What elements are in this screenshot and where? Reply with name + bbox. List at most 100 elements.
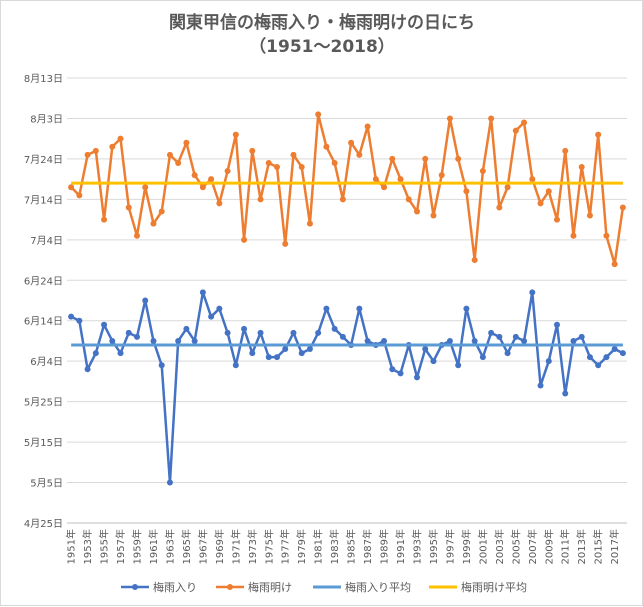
data-point [323, 305, 330, 312]
y-tick-label: 5月5日 [30, 478, 63, 490]
data-point [356, 151, 363, 158]
data-point [389, 366, 396, 373]
x-tick-label: 1955年 [98, 529, 111, 564]
data-point [488, 115, 495, 122]
data-point [364, 337, 371, 344]
data-point [331, 159, 338, 166]
data-point [323, 143, 330, 150]
data-point [570, 337, 577, 344]
data-point [76, 317, 83, 324]
x-tick-label: 2017年 [608, 529, 621, 564]
data-point [84, 151, 91, 158]
data-point [298, 164, 305, 170]
data-point [496, 204, 503, 211]
data-point [521, 337, 528, 344]
data-point [158, 208, 165, 215]
gridlines [67, 77, 627, 524]
x-tick-label: 1965年 [180, 529, 193, 564]
y-tick-label: 6月4日 [30, 356, 63, 368]
x-tick-label: 1953年 [81, 529, 94, 564]
data-point [397, 370, 404, 377]
legend-item: 梅雨明け平均 [429, 580, 527, 594]
data-point [611, 346, 618, 353]
data-point [512, 333, 519, 340]
data-point [479, 168, 486, 175]
data-point [595, 131, 602, 138]
y-tick-label: 7月4日 [30, 235, 63, 247]
y-tick-label: 6月14日 [24, 316, 63, 328]
legend-marker [227, 584, 233, 590]
data-point [257, 329, 264, 336]
legend-label: 梅雨明け平均 [461, 580, 527, 594]
series-line [70, 113, 625, 266]
data-point [274, 354, 280, 361]
y-tick-label: 8月13日 [24, 73, 63, 85]
data-point [117, 350, 124, 357]
data-point [265, 159, 272, 166]
data-point [570, 232, 577, 239]
y-tick-label: 5月25日 [24, 397, 63, 409]
data-point [422, 346, 429, 353]
data-point [422, 155, 429, 162]
data-point [446, 337, 453, 344]
x-tick-label: 1993年 [411, 529, 424, 564]
legend-item: 梅雨明け [216, 580, 292, 594]
data-point [348, 139, 355, 146]
data-point [249, 147, 256, 154]
data-point [68, 313, 75, 320]
data-point [479, 354, 486, 361]
data-point [274, 164, 280, 170]
data-point [298, 350, 305, 357]
data-point [414, 374, 420, 381]
data-point [595, 362, 602, 369]
data-point [381, 184, 388, 191]
x-tick-label: 1991年 [394, 529, 407, 564]
data-point [496, 333, 503, 340]
data-point [282, 240, 289, 247]
data-point [586, 212, 593, 219]
data-point [101, 216, 108, 223]
x-tick-label: 2013年 [575, 529, 588, 564]
data-point [405, 196, 412, 203]
data-point [92, 147, 99, 154]
data-point [290, 151, 297, 158]
x-tick-label: 2003年 [493, 529, 506, 564]
data-point [175, 337, 182, 344]
data-point [339, 196, 346, 203]
data-point [92, 350, 99, 357]
data-point [356, 305, 363, 312]
data-point [109, 337, 116, 344]
data-point [306, 220, 313, 227]
legend-label: 梅雨明け [248, 580, 292, 594]
x-tick-label: 2005年 [509, 529, 522, 564]
data-point [257, 196, 264, 203]
data-point [619, 204, 626, 211]
legend: 梅雨入り 梅雨明け 梅雨入り平均 梅雨明け平均 [121, 580, 527, 594]
data-point [562, 390, 569, 397]
x-tick-label: 1957年 [114, 529, 127, 564]
data-point [199, 184, 206, 191]
data-point [183, 325, 190, 332]
data-point [68, 184, 75, 191]
data-point [603, 354, 610, 361]
y-tick-label: 7月14日 [24, 194, 63, 206]
data-point [364, 123, 371, 130]
data-point [241, 236, 248, 243]
data-point [125, 204, 132, 211]
y-tick-label: 7月24日 [24, 154, 63, 166]
data-point [339, 333, 346, 340]
data-point [389, 155, 396, 162]
y-tick-label: 4月25日 [24, 518, 63, 530]
data-point [134, 232, 140, 239]
data-point [554, 216, 560, 223]
x-tick-label: 2011年 [559, 529, 572, 564]
data-point [125, 329, 132, 336]
x-tick-label: 1969年 [213, 529, 226, 564]
data-point [455, 155, 462, 162]
x-tick-label: 1959年 [131, 529, 144, 564]
data-point [611, 261, 618, 268]
data-point [430, 212, 437, 219]
data-point [619, 350, 626, 357]
chart-subtitle: （1951～2018） [249, 36, 395, 57]
